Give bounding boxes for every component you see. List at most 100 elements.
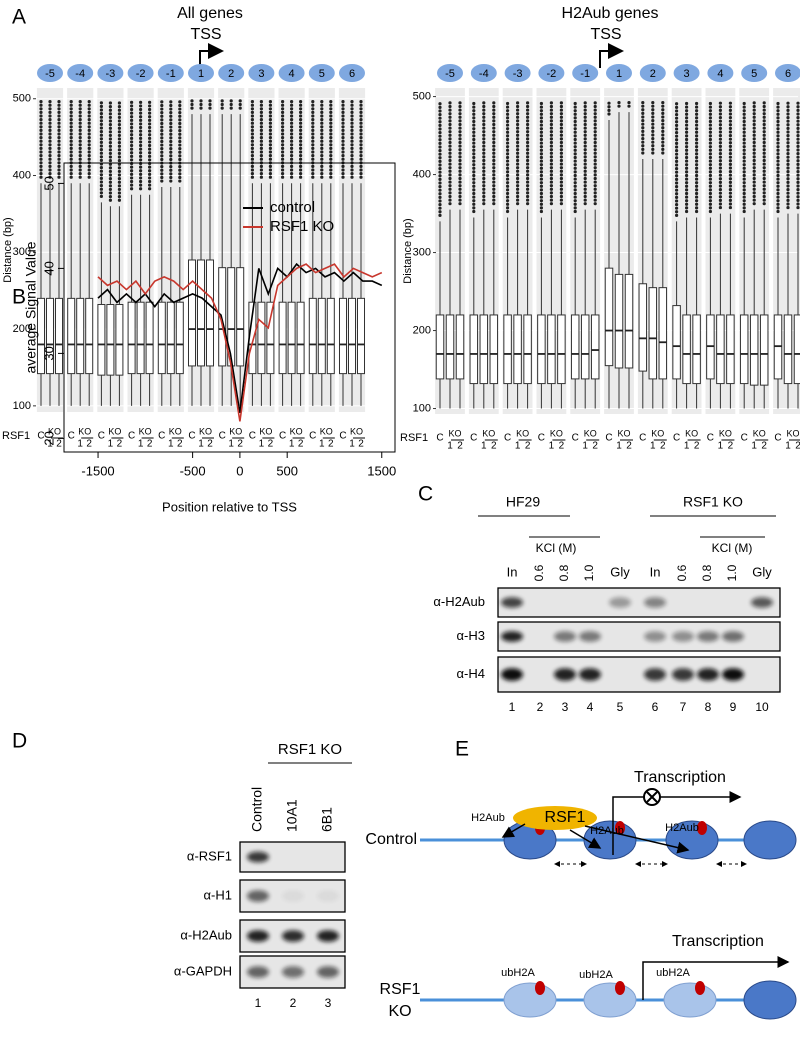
sample-label: KO bbox=[229, 426, 242, 436]
outlier-dot bbox=[438, 123, 442, 127]
outlier-dot bbox=[742, 173, 746, 178]
category-label: 2 bbox=[228, 68, 234, 80]
outlier-dot bbox=[250, 164, 254, 169]
lane-label: 1.0 bbox=[725, 564, 739, 581]
outlier-dot bbox=[685, 159, 689, 163]
outlier-dot bbox=[728, 151, 733, 156]
outlier-dot bbox=[506, 188, 510, 192]
row-label: α-RSF1 bbox=[187, 848, 232, 863]
outlier-dot bbox=[786, 173, 790, 177]
outlier-dot bbox=[69, 139, 73, 143]
sample-label: C bbox=[219, 431, 226, 442]
box bbox=[604, 267, 614, 367]
outlier-dot bbox=[786, 159, 790, 163]
outlier-dot bbox=[786, 166, 790, 170]
outlier-dot bbox=[160, 154, 164, 158]
outlier-dot bbox=[87, 143, 91, 147]
box bbox=[339, 297, 347, 375]
outlier-dot bbox=[139, 172, 143, 176]
outlier-dot bbox=[492, 180, 496, 184]
outlier-dot bbox=[130, 143, 134, 148]
outlier-dot bbox=[492, 155, 496, 159]
box bbox=[726, 314, 735, 385]
outlier-dot bbox=[87, 103, 91, 107]
outlier-dot bbox=[482, 184, 486, 188]
outlier-dot bbox=[359, 103, 363, 107]
outlier-dot bbox=[752, 115, 756, 119]
band bbox=[644, 668, 666, 681]
outlier-dot bbox=[776, 112, 780, 116]
outlier-dot bbox=[742, 202, 746, 206]
outlier-dot bbox=[708, 112, 713, 116]
outlier-dot bbox=[742, 159, 746, 163]
outlier-dot bbox=[329, 154, 333, 158]
outlier-dot bbox=[742, 188, 746, 192]
outlier-dot bbox=[573, 137, 577, 142]
outlier-dot bbox=[78, 114, 82, 118]
outlier-dot bbox=[685, 116, 689, 120]
outlier-dot bbox=[516, 104, 520, 109]
outlier-dot bbox=[796, 126, 800, 130]
category-label: 6 bbox=[785, 68, 791, 80]
outlier-dot bbox=[281, 168, 285, 172]
outlier-dot bbox=[559, 126, 564, 130]
outlier-dot bbox=[169, 107, 173, 111]
outlier-dot bbox=[752, 173, 756, 177]
outlier-dot bbox=[708, 116, 713, 120]
outlier-dot bbox=[341, 146, 345, 151]
outlier-dot bbox=[728, 141, 733, 145]
outlier-dot bbox=[752, 112, 756, 116]
sample-label: 2 bbox=[559, 441, 565, 452]
outlier-dot bbox=[108, 173, 112, 177]
outlier-dot bbox=[786, 126, 790, 130]
outlier-dot bbox=[583, 169, 587, 173]
outlier-dot bbox=[526, 133, 530, 137]
outlier-dot bbox=[492, 176, 496, 181]
outlier-dot bbox=[320, 143, 324, 147]
outlier-dot bbox=[160, 103, 164, 108]
outlier-dot bbox=[786, 169, 790, 174]
outlier-dot bbox=[48, 157, 52, 161]
outlier-dot bbox=[718, 180, 723, 184]
outlier-dot bbox=[438, 177, 442, 181]
outlier-dot bbox=[359, 132, 363, 136]
outlier-dot bbox=[69, 143, 73, 147]
outlier-dot bbox=[130, 115, 134, 119]
category-badge bbox=[775, 64, 800, 82]
outlier-dot bbox=[311, 154, 315, 158]
outlier-dot bbox=[69, 146, 73, 151]
box bbox=[547, 314, 556, 385]
outlier-dot bbox=[506, 181, 510, 185]
outlier-dot bbox=[350, 128, 354, 133]
outlier-dot bbox=[87, 110, 91, 115]
outlier-dot bbox=[583, 137, 587, 141]
outlier-dot bbox=[139, 169, 143, 173]
outlier-dot bbox=[108, 159, 112, 163]
outlier-dot bbox=[259, 143, 263, 147]
outlier-dot bbox=[742, 209, 746, 214]
outlier-dot bbox=[48, 125, 52, 129]
sample-label: 1 bbox=[198, 439, 204, 450]
row-label: α-H4 bbox=[457, 666, 485, 681]
outlier-dot bbox=[458, 194, 462, 199]
outlier-dot bbox=[492, 119, 496, 123]
outlier-dot bbox=[549, 187, 554, 191]
sample-label: 1 bbox=[259, 439, 265, 450]
outlier-dot bbox=[448, 158, 452, 163]
outlier-dot bbox=[250, 168, 254, 172]
sample-label: 1 bbox=[515, 441, 521, 452]
outlier-dot bbox=[299, 107, 303, 111]
outlier-dot bbox=[78, 103, 82, 107]
outlier-dot bbox=[573, 123, 577, 127]
outlier-dot bbox=[438, 206, 442, 210]
condition-label: KO bbox=[388, 1003, 411, 1020]
outlier-dot bbox=[139, 151, 143, 155]
outlier-dot bbox=[549, 158, 554, 163]
outlier-dot bbox=[708, 145, 713, 149]
category-badge bbox=[470, 64, 497, 82]
outlier-dot bbox=[593, 180, 597, 184]
y-axis-label: Distance (bp) bbox=[2, 217, 14, 282]
outlier-dot bbox=[685, 209, 689, 214]
sample-label: 2 bbox=[795, 441, 800, 452]
outlier-dot bbox=[148, 169, 152, 173]
